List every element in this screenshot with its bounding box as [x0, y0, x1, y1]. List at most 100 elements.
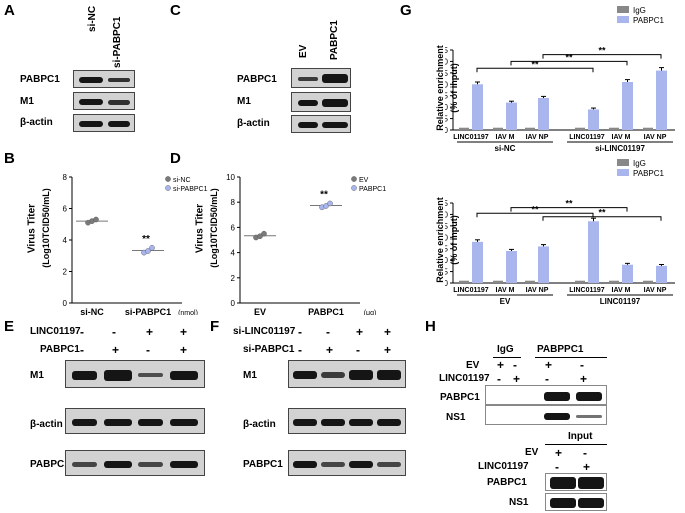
bar-igg	[459, 280, 469, 283]
legend-marker	[617, 16, 629, 23]
legend-label: EV	[359, 177, 369, 184]
significance-marker: **	[565, 52, 573, 62]
row-label: PABPC1	[20, 74, 60, 85]
y-tick-label: 2	[63, 268, 68, 277]
blot-strip	[291, 92, 351, 112]
panel-label-a: A	[4, 2, 15, 19]
blot-strip	[73, 70, 135, 88]
blot-strip	[291, 115, 351, 133]
significance-bracket	[510, 60, 628, 66]
y-tick-label: 8	[63, 173, 68, 182]
significance-marker: **	[531, 204, 539, 214]
bar-pabpc1	[656, 70, 667, 130]
data-point	[149, 245, 155, 251]
y-tick-label: 10	[445, 103, 449, 112]
condition-label: LINC01197	[478, 461, 529, 472]
data-point	[257, 233, 263, 240]
condition-sign: +	[112, 343, 120, 357]
legend-marker	[165, 185, 171, 191]
y-tick-label: 30	[445, 210, 449, 219]
x-category-label: si-NC	[80, 307, 104, 315]
bar-igg	[525, 127, 535, 130]
x-category-label: si-PABPC1	[125, 307, 171, 315]
blot-strip	[65, 408, 205, 434]
y-tick-label: 0	[63, 299, 68, 308]
x-category-label: IAV M	[496, 287, 515, 294]
y-tick-label: 6	[231, 223, 236, 232]
condition-sign: +	[146, 325, 154, 339]
data-point	[145, 248, 151, 254]
x-category-label: LINC01197	[453, 134, 489, 141]
group-label: EV	[500, 297, 511, 305]
row-label: PABPC1	[237, 74, 277, 85]
legend-label: IgG	[633, 159, 646, 168]
condition-label: LINC01197	[30, 326, 81, 337]
blot-strip	[73, 114, 135, 132]
column-group-label: PABPPC1	[537, 344, 584, 355]
x-category-label: IAV M	[612, 287, 631, 294]
blot-strip	[485, 385, 607, 405]
condition-sign: -	[513, 358, 517, 372]
bar-pabpc1	[538, 246, 549, 283]
bar-igg	[459, 127, 469, 130]
bar-pabpc1	[506, 102, 517, 130]
condition-label: si-LINC01197	[233, 326, 296, 337]
condition-sign: -	[298, 343, 302, 357]
data-point	[327, 200, 333, 207]
bar-igg	[643, 127, 653, 130]
enrichment-chart-top: 0 5 10 15 20 25 30 35 LINC01197 IAV M IAV NP LINC01…	[445, 6, 675, 152]
condition-label: si-PABPC1	[243, 344, 295, 355]
bar-igg	[609, 127, 619, 130]
condition-sign: +	[555, 446, 563, 460]
condition-sign: +	[326, 343, 334, 357]
blot-strip	[485, 405, 607, 425]
y-tick-label: 0	[445, 279, 449, 288]
panel-label-h: H	[425, 318, 436, 335]
bar-pabpc1	[588, 109, 599, 130]
x-category-label: IAV NP	[644, 134, 667, 141]
condition-sign: +	[384, 325, 392, 339]
bar-pabpc1	[588, 221, 599, 283]
condition-sign: -	[356, 343, 360, 357]
legend-marker	[351, 176, 357, 182]
row-label: M1	[20, 96, 34, 107]
bar-pabpc1	[656, 265, 667, 283]
condition-sign: +	[513, 372, 521, 386]
condition-sign: -	[112, 325, 116, 339]
panel-label-c: C	[170, 2, 181, 19]
x-category-label: LINC01197	[453, 287, 489, 294]
legend-label: IgG	[633, 6, 646, 15]
y-tick-label: 5	[445, 115, 449, 124]
x-category-label: IAV M	[612, 134, 631, 141]
y-tick-label: 8	[231, 198, 236, 207]
significance-marker: **	[565, 199, 573, 209]
panel-label-f: F	[210, 318, 220, 335]
x-category-label: IAV M	[496, 134, 515, 141]
y-tick-label: 2	[231, 274, 236, 283]
bar-pabpc1	[506, 251, 517, 283]
bar-pabpc1	[622, 264, 633, 283]
bar-igg	[643, 280, 653, 283]
bar-pabpc1	[622, 82, 633, 130]
lane-label: EV	[298, 44, 309, 58]
significance-bracket	[476, 67, 594, 73]
panel-label-d: D	[170, 150, 181, 167]
row-label: PABPC1	[30, 459, 70, 470]
legend-label: PABPC1	[633, 16, 665, 25]
y-tick-label: 6	[63, 205, 68, 214]
significance-bracket	[510, 207, 628, 212]
condition-sign: -	[545, 372, 549, 386]
condition-sign: -	[497, 372, 501, 386]
x-category-label: PABPC1	[308, 307, 344, 315]
condition-sign: +	[180, 325, 188, 339]
condition-sign: +	[583, 460, 591, 474]
condition-sign: -	[146, 343, 150, 357]
titer-chart-d: 0 2 4 6 8 10 EV PABPC1 (μg) ** EV PABPC1	[226, 173, 386, 315]
significance-marker: **	[142, 234, 150, 245]
bar-pabpc1	[538, 98, 549, 130]
y-tick-label: 15	[445, 245, 449, 254]
y-tick-label: 10	[226, 173, 235, 182]
condition-sign: +	[545, 358, 553, 372]
